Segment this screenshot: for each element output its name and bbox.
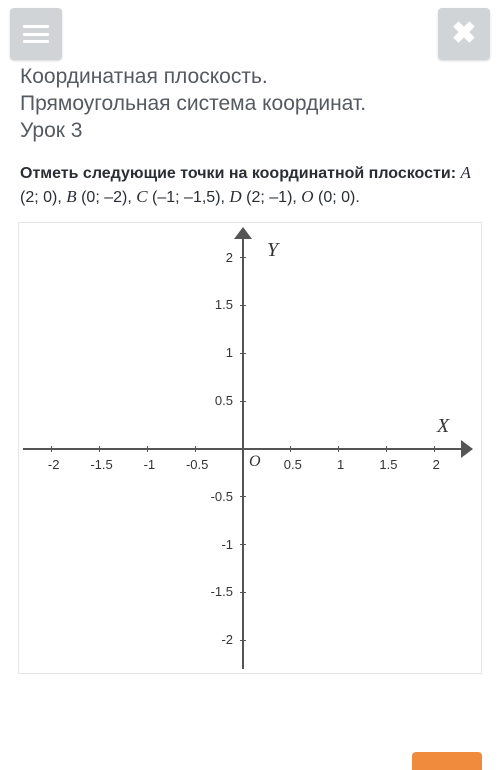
y-tick: [240, 640, 246, 641]
x-tick: [99, 446, 100, 452]
hamburger-icon: [23, 25, 49, 43]
close-icon: ✖: [451, 19, 476, 49]
y-axis-label: Y: [267, 239, 278, 262]
task-text: Отметь следующие точки на координатной п…: [0, 161, 500, 222]
x-tick: [338, 446, 339, 452]
task-prompt: Отметь следующие точки на координатной п…: [20, 165, 456, 182]
y-tick-label: -2: [221, 632, 233, 647]
x-tick: [434, 446, 435, 452]
x-axis-label: X: [437, 415, 449, 438]
title-line-3: Урок 3: [20, 118, 480, 145]
y-tick-label: -1: [221, 537, 233, 552]
x-tick-label: 1: [327, 457, 355, 472]
y-tick-label: -1.5: [211, 584, 233, 599]
x-tick-label: -0.5: [183, 457, 211, 472]
y-tick: [240, 257, 246, 258]
point-A-coord: (2; 0),: [20, 189, 62, 206]
point-D-coord: (2; –1),: [246, 189, 297, 206]
x-tick: [51, 446, 52, 452]
x-axis-arrow-icon: [461, 440, 473, 458]
y-tick: [240, 305, 246, 306]
coordinate-plane[interactable]: -2 -1.5 -1 -0.5 0.5 1 1.5 2 -2 -1.5 -1 -0.5 0.5 1 1.5 2…: [23, 229, 463, 669]
y-tick: [240, 353, 246, 354]
y-tick: [240, 496, 246, 497]
y-tick: [240, 592, 246, 593]
page-title: Координатная плоскость. Прямоугольная си…: [0, 64, 500, 161]
y-tick-label: 1.5: [215, 297, 233, 312]
x-tick: [290, 446, 291, 452]
x-tick-label: 1.5: [374, 457, 402, 472]
y-tick: [240, 544, 246, 545]
point-B-name: B: [66, 187, 76, 206]
close-button[interactable]: ✖: [438, 8, 490, 60]
y-axis: [242, 229, 244, 669]
y-tick-label: -0.5: [211, 489, 233, 504]
point-A-name: A: [460, 163, 470, 182]
y-tick-label: 0.5: [215, 393, 233, 408]
menu-button[interactable]: [10, 8, 62, 60]
y-tick: [240, 401, 246, 402]
coordinate-plane-container[interactable]: -2 -1.5 -1 -0.5 0.5 1 1.5 2 -2 -1.5 -1 -0.5 0.5 1 1.5 2…: [18, 222, 482, 674]
header: ✖: [0, 0, 500, 64]
point-B-coord: (0; –2),: [81, 189, 132, 206]
x-tick: [147, 446, 148, 452]
x-tick-label: 0.5: [279, 457, 307, 472]
x-tick-label: -1.5: [88, 457, 116, 472]
x-tick-label: 2: [422, 457, 450, 472]
point-O-coord: (0; 0).: [318, 189, 360, 206]
point-C-name: C: [136, 187, 147, 206]
x-tick-label: -2: [40, 457, 68, 472]
point-O-name: O: [301, 187, 313, 206]
x-tick-label: -1: [135, 457, 163, 472]
x-tick: [195, 446, 196, 452]
point-C-coord: (–1; –1,5),: [152, 189, 225, 206]
point-D-name: D: [229, 187, 241, 206]
action-button[interactable]: [412, 752, 482, 770]
title-line-2: Прямоугольная система координат.: [20, 91, 480, 118]
y-tick-label: 2: [226, 250, 233, 265]
y-axis-arrow-icon: [234, 227, 252, 239]
y-tick-label: 1: [226, 345, 233, 360]
title-line-1: Координатная плоскость.: [20, 64, 480, 91]
x-tick: [386, 446, 387, 452]
origin-label: O: [249, 453, 261, 471]
